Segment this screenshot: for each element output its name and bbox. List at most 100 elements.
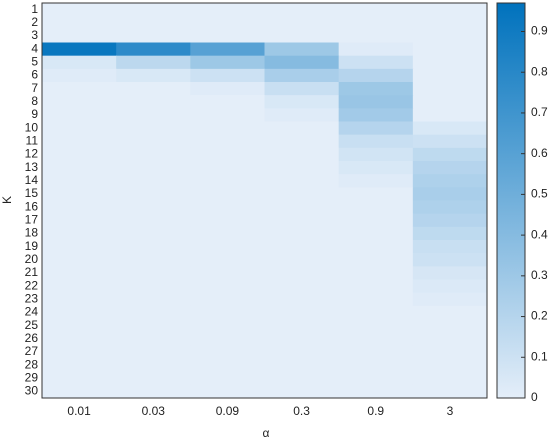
x-tick-label: 0.01 bbox=[67, 404, 91, 418]
cell bbox=[116, 226, 191, 241]
cell bbox=[264, 161, 340, 175]
cell bbox=[116, 147, 191, 162]
cell bbox=[412, 3, 488, 17]
x-tick-label: 0.9 bbox=[367, 404, 384, 418]
cell bbox=[338, 279, 414, 294]
cell bbox=[42, 29, 117, 43]
y-tick-label: 3 bbox=[31, 28, 38, 42]
cell bbox=[412, 384, 488, 399]
y-tick-label: 4 bbox=[31, 41, 38, 55]
cell bbox=[264, 279, 340, 294]
cell bbox=[42, 187, 117, 201]
colorbar-tick-label: 0.4 bbox=[531, 227, 548, 241]
cell bbox=[190, 29, 265, 43]
y-tick-label: 14 bbox=[25, 173, 39, 187]
cell bbox=[42, 226, 117, 241]
cell bbox=[412, 200, 488, 215]
cell bbox=[190, 200, 265, 215]
cell bbox=[190, 42, 265, 57]
cell bbox=[190, 266, 265, 280]
cell bbox=[190, 213, 265, 228]
x-tick-label: 0.03 bbox=[142, 404, 166, 418]
cell bbox=[338, 345, 414, 359]
cell bbox=[42, 3, 117, 17]
cell bbox=[412, 16, 488, 30]
y-tick-label: 13 bbox=[25, 160, 39, 174]
cell bbox=[264, 292, 340, 307]
y-tick-label: 27 bbox=[25, 344, 39, 358]
y-tick-label: 24 bbox=[25, 305, 39, 319]
cell bbox=[116, 305, 191, 320]
colorbar-tick-label: 0 bbox=[531, 390, 538, 404]
cell bbox=[190, 319, 265, 333]
x-tick-label: 3 bbox=[447, 404, 454, 418]
cell bbox=[338, 240, 414, 254]
cell bbox=[42, 42, 117, 57]
cell bbox=[412, 279, 488, 294]
colorbar-tick-label: 0.2 bbox=[531, 309, 548, 323]
cell bbox=[42, 200, 117, 215]
cell bbox=[42, 384, 117, 399]
cell bbox=[264, 95, 340, 109]
cell bbox=[412, 371, 488, 386]
cell bbox=[42, 68, 117, 83]
cell bbox=[338, 358, 414, 373]
cell bbox=[116, 384, 191, 399]
cell bbox=[190, 16, 265, 30]
cell bbox=[264, 108, 340, 122]
cell bbox=[412, 95, 488, 109]
cell bbox=[190, 121, 265, 136]
cell bbox=[42, 213, 117, 228]
cell bbox=[42, 95, 117, 109]
cell bbox=[42, 371, 117, 386]
cell bbox=[264, 226, 340, 241]
colorbar bbox=[496, 2, 526, 399]
cell bbox=[412, 121, 488, 136]
cell bbox=[42, 305, 117, 320]
y-tick-label: 16 bbox=[25, 199, 39, 213]
cell bbox=[42, 55, 117, 70]
cell bbox=[116, 82, 191, 96]
cell bbox=[264, 187, 340, 201]
cell bbox=[412, 82, 488, 96]
y-tick-label: 8 bbox=[31, 94, 38, 108]
cell bbox=[190, 108, 265, 122]
cell bbox=[116, 3, 191, 17]
cell bbox=[42, 358, 117, 373]
y-tick-label: 6 bbox=[31, 68, 38, 82]
cell bbox=[190, 55, 265, 70]
cell bbox=[338, 371, 414, 386]
cell bbox=[338, 292, 414, 307]
cell bbox=[116, 266, 191, 280]
y-tick-label: 30 bbox=[25, 384, 39, 398]
cell bbox=[412, 161, 488, 175]
colorbar-tick-label: 0.5 bbox=[531, 187, 548, 201]
cell bbox=[338, 16, 414, 30]
cell bbox=[338, 147, 414, 162]
cell bbox=[338, 95, 414, 109]
cell bbox=[338, 187, 414, 201]
cell bbox=[190, 82, 265, 96]
cell bbox=[264, 319, 340, 333]
cell bbox=[116, 345, 191, 359]
cell bbox=[190, 345, 265, 359]
cell bbox=[338, 161, 414, 175]
cell bbox=[116, 213, 191, 228]
cell bbox=[190, 187, 265, 201]
cell bbox=[338, 384, 414, 399]
cell bbox=[338, 29, 414, 43]
cell bbox=[412, 213, 488, 228]
y-tick-label: 7 bbox=[31, 81, 38, 95]
cell bbox=[338, 213, 414, 228]
cell bbox=[190, 292, 265, 307]
y-axis-label: K bbox=[0, 196, 14, 204]
cell bbox=[264, 134, 340, 149]
cell bbox=[116, 187, 191, 201]
cell bbox=[264, 200, 340, 215]
cell bbox=[42, 16, 117, 30]
cell bbox=[116, 174, 191, 188]
cell bbox=[412, 108, 488, 122]
cell bbox=[264, 121, 340, 136]
cell bbox=[190, 279, 265, 294]
cell bbox=[190, 147, 265, 162]
